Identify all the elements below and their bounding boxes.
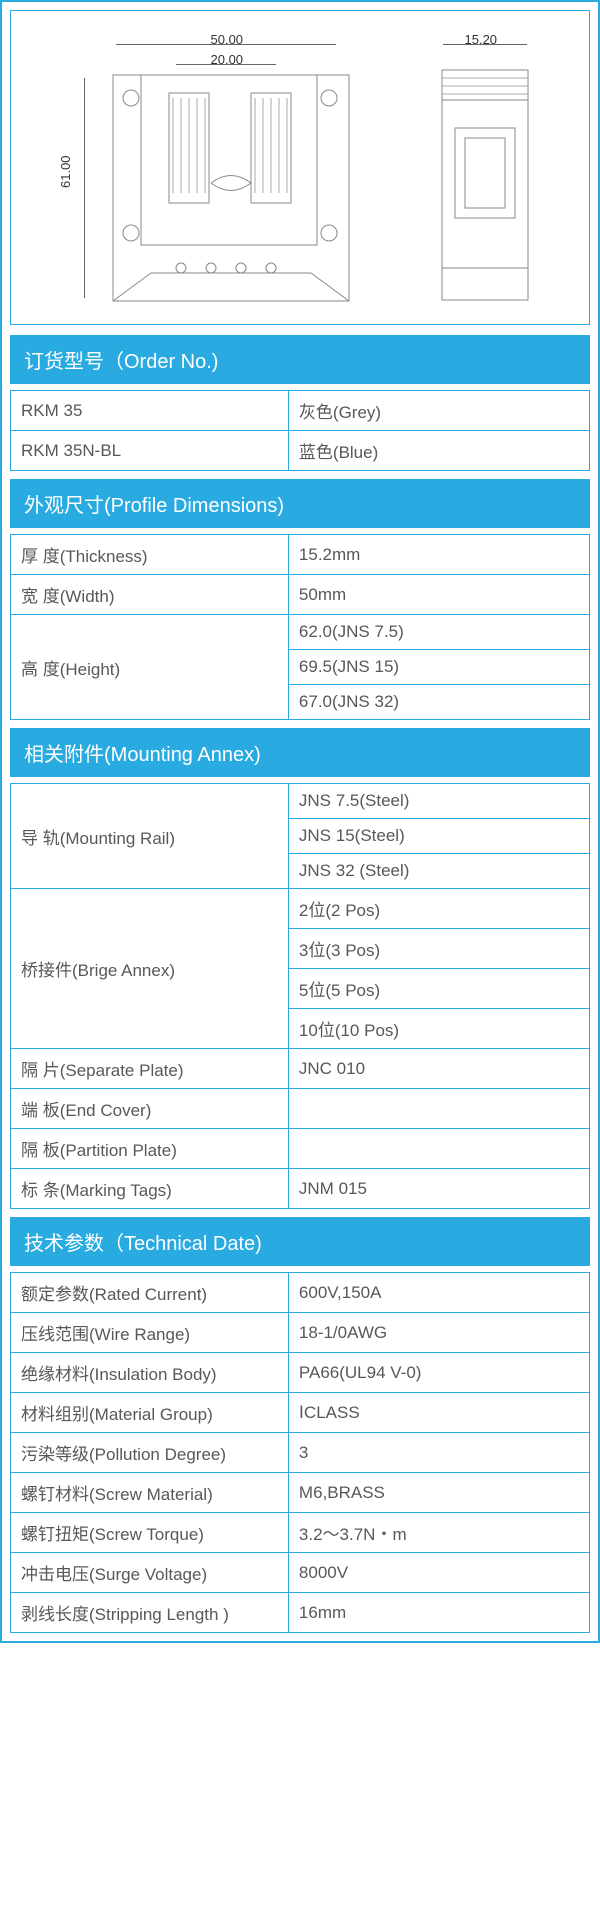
height-value: 62.0(JNS 7.5) — [288, 615, 589, 650]
bridge-label: 桥接件(Brige Annex) — [11, 889, 289, 1049]
technical-drawing-panel: 50.00 20.00 61.00 — [10, 10, 590, 325]
section-header-profile: 外观尺寸(Profile Dimensions) — [10, 479, 590, 528]
tech-label: 污染等级(Pollution Degree) — [11, 1433, 289, 1473]
tech-label: 压线范围(Wire Range) — [11, 1313, 289, 1353]
tech-value: M6,BRASS — [288, 1473, 589, 1513]
table-row: 额定参数(Rated Current) 600V,150A — [11, 1273, 590, 1313]
table-row: 剥线长度(Stripping Length ) 16mm — [11, 1593, 590, 1633]
table-row: 端 板(End Cover) — [11, 1089, 590, 1129]
marking-tags-value: JNM 015 — [288, 1169, 589, 1209]
table-row: 导 轨(Mounting Rail) JNS 7.5(Steel) — [11, 784, 590, 819]
datasheet-container: 50.00 20.00 61.00 — [0, 0, 600, 1643]
tech-label: 额定参数(Rated Current) — [11, 1273, 289, 1313]
table-row: 材料组别(Material Group) ⅠCLASS — [11, 1393, 590, 1433]
front-view-svg — [111, 73, 351, 303]
order-model: RKM 35 — [11, 391, 289, 431]
table-row: 高 度(Height) 62.0(JNS 7.5) — [11, 615, 590, 650]
rail-value: JNS 32 (Steel) — [288, 854, 589, 889]
mounting-table: 导 轨(Mounting Rail) JNS 7.5(Steel) JNS 15… — [10, 783, 590, 1209]
front-view-drawing: 50.00 20.00 61.00 — [56, 28, 356, 308]
partition-plate-value — [288, 1129, 589, 1169]
bridge-value: 10位(10 Pos) — [288, 1009, 589, 1049]
section-header-technical: 技术参数（Technical Date) — [10, 1217, 590, 1266]
tech-label: 螺钉材料(Screw Material) — [11, 1473, 289, 1513]
bridge-value: 3位(3 Pos) — [288, 929, 589, 969]
table-row: 冲击电压(Surge Voltage) 8000V — [11, 1553, 590, 1593]
end-cover-value — [288, 1089, 589, 1129]
table-row: 标 条(Marking Tags) JNM 015 — [11, 1169, 590, 1209]
rail-value: JNS 7.5(Steel) — [288, 784, 589, 819]
table-row: 螺钉扭矩(Screw Torque) 3.2～3.7N・m — [11, 1513, 590, 1553]
tech-value: PA66(UL94 V-0) — [288, 1353, 589, 1393]
table-row: 绝缘材料(Insulation Body) PA66(UL94 V-0) — [11, 1353, 590, 1393]
table-row: 隔 板(Partition Plate) — [11, 1129, 590, 1169]
table-row: 污染等级(Pollution Degree) 3 — [11, 1433, 590, 1473]
table-row: 螺钉材料(Screw Material) M6,BRASS — [11, 1473, 590, 1513]
table-row: RKM 35N-BL 蓝色(Blue) — [11, 431, 590, 471]
profile-table: 厚 度(Thickness) 15.2mm 宽 度(Width) 50mm 高 … — [10, 534, 590, 720]
order-no-table: RKM 35 灰色(Grey) RKM 35N-BL 蓝色(Blue) — [10, 390, 590, 471]
bridge-value: 2位(2 Pos) — [288, 889, 589, 929]
side-view-drawing: 15.20 — [425, 28, 545, 308]
bridge-value: 5位(5 Pos) — [288, 969, 589, 1009]
side-view-svg — [440, 68, 530, 303]
tech-label: 剥线长度(Stripping Length ) — [11, 1593, 289, 1633]
order-model: RKM 35N-BL — [11, 431, 289, 471]
tech-label: 螺钉扭矩(Screw Torque) — [11, 1513, 289, 1553]
dim-left: 61.00 — [58, 155, 73, 188]
table-row: RKM 35 灰色(Grey) — [11, 391, 590, 431]
tech-label: 材料组别(Material Group) — [11, 1393, 289, 1433]
height-value: 69.5(JNS 15) — [288, 650, 589, 685]
table-row: 厚 度(Thickness) 15.2mm — [11, 535, 590, 575]
tech-label: 绝缘材料(Insulation Body) — [11, 1353, 289, 1393]
end-cover-label: 端 板(End Cover) — [11, 1089, 289, 1129]
order-color: 灰色(Grey) — [288, 391, 589, 431]
order-color: 蓝色(Blue) — [288, 431, 589, 471]
technical-table: 额定参数(Rated Current) 600V,150A 压线范围(Wire … — [10, 1272, 590, 1633]
section-header-mounting: 相关附件(Mounting Annex) — [10, 728, 590, 777]
table-row: 宽 度(Width) 50mm — [11, 575, 590, 615]
separate-plate-value: JNC 010 — [288, 1049, 589, 1089]
tech-value: 600V,150A — [288, 1273, 589, 1313]
width-value: 50mm — [288, 575, 589, 615]
rail-value: JNS 15(Steel) — [288, 819, 589, 854]
tech-value: 18-1/0AWG — [288, 1313, 589, 1353]
partition-plate-label: 隔 板(Partition Plate) — [11, 1129, 289, 1169]
table-row: 桥接件(Brige Annex) 2位(2 Pos) — [11, 889, 590, 929]
tech-value: ⅠCLASS — [288, 1393, 589, 1433]
width-label: 宽 度(Width) — [11, 575, 289, 615]
tech-value: 3 — [288, 1433, 589, 1473]
tech-label: 冲击电压(Surge Voltage) — [11, 1553, 289, 1593]
tech-value: 3.2～3.7N・m — [288, 1513, 589, 1553]
thickness-value: 15.2mm — [288, 535, 589, 575]
thickness-label: 厚 度(Thickness) — [11, 535, 289, 575]
rail-label: 导 轨(Mounting Rail) — [11, 784, 289, 889]
tech-value: 16mm — [288, 1593, 589, 1633]
height-value: 67.0(JNS 32) — [288, 685, 589, 720]
marking-tags-label: 标 条(Marking Tags) — [11, 1169, 289, 1209]
separate-plate-label: 隔 片(Separate Plate) — [11, 1049, 289, 1089]
section-header-order-no: 订货型号（Order No.) — [10, 335, 590, 384]
table-row: 压线范围(Wire Range) 18-1/0AWG — [11, 1313, 590, 1353]
table-row: 隔 片(Separate Plate) JNC 010 — [11, 1049, 590, 1089]
tech-value: 8000V — [288, 1553, 589, 1593]
height-label: 高 度(Height) — [11, 615, 289, 720]
